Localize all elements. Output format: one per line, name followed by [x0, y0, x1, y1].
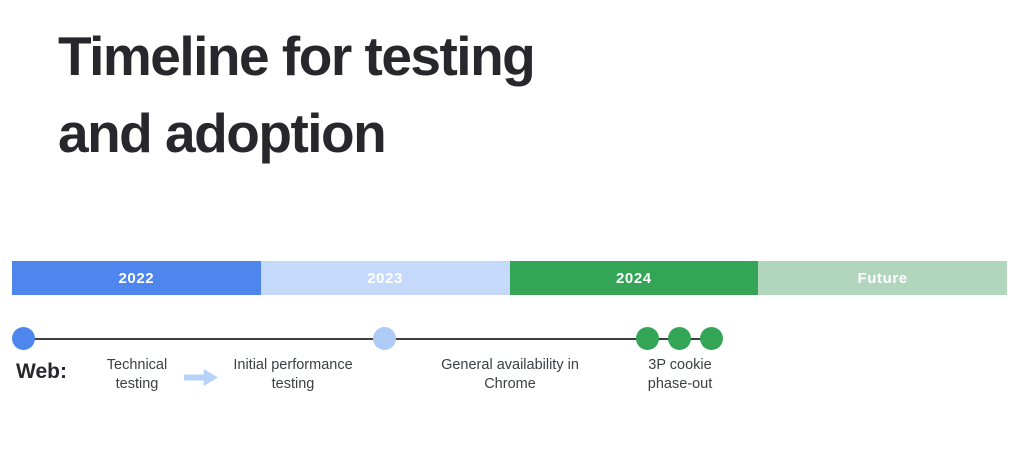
year-segment-future-label: Future [857, 269, 908, 287]
year-segment-2024: 2024 [509, 261, 759, 295]
arrow-right-icon [184, 369, 218, 386]
year-segment-2022: 2022 [12, 261, 261, 295]
year-segment-2022-label: 2022 [118, 269, 155, 287]
web-row-label: Web: [16, 360, 67, 383]
year-bar: 2022 2023 2024 Future [12, 261, 1007, 295]
green-dot-2 [668, 327, 691, 350]
year-segment-2023-label: 2023 [367, 269, 404, 287]
page-title-line2: and adoption [58, 102, 387, 164]
light-blue-dot [373, 327, 396, 350]
page-title: Timeline for testing and adoption [58, 18, 536, 172]
page-title-line1: Timeline for testing [58, 25, 536, 87]
blue-dot [12, 327, 35, 350]
milestone-3p-cookie-phase-out: 3P cookie phase-out [647, 357, 713, 393]
milestone-general-availability: General availability in Chrome [441, 357, 579, 393]
green-dot-3 [700, 327, 723, 350]
timeline-line [23, 338, 713, 340]
year-segment-2023: 2023 [260, 261, 510, 295]
year-segment-2024-label: 2024 [615, 269, 652, 287]
milestone-technical-testing: Technical testing [106, 357, 168, 393]
green-dot-1 [636, 327, 659, 350]
milestone-initial-performance-testing: Initial performance testing [233, 357, 353, 393]
year-segment-future: Future [758, 261, 1007, 295]
